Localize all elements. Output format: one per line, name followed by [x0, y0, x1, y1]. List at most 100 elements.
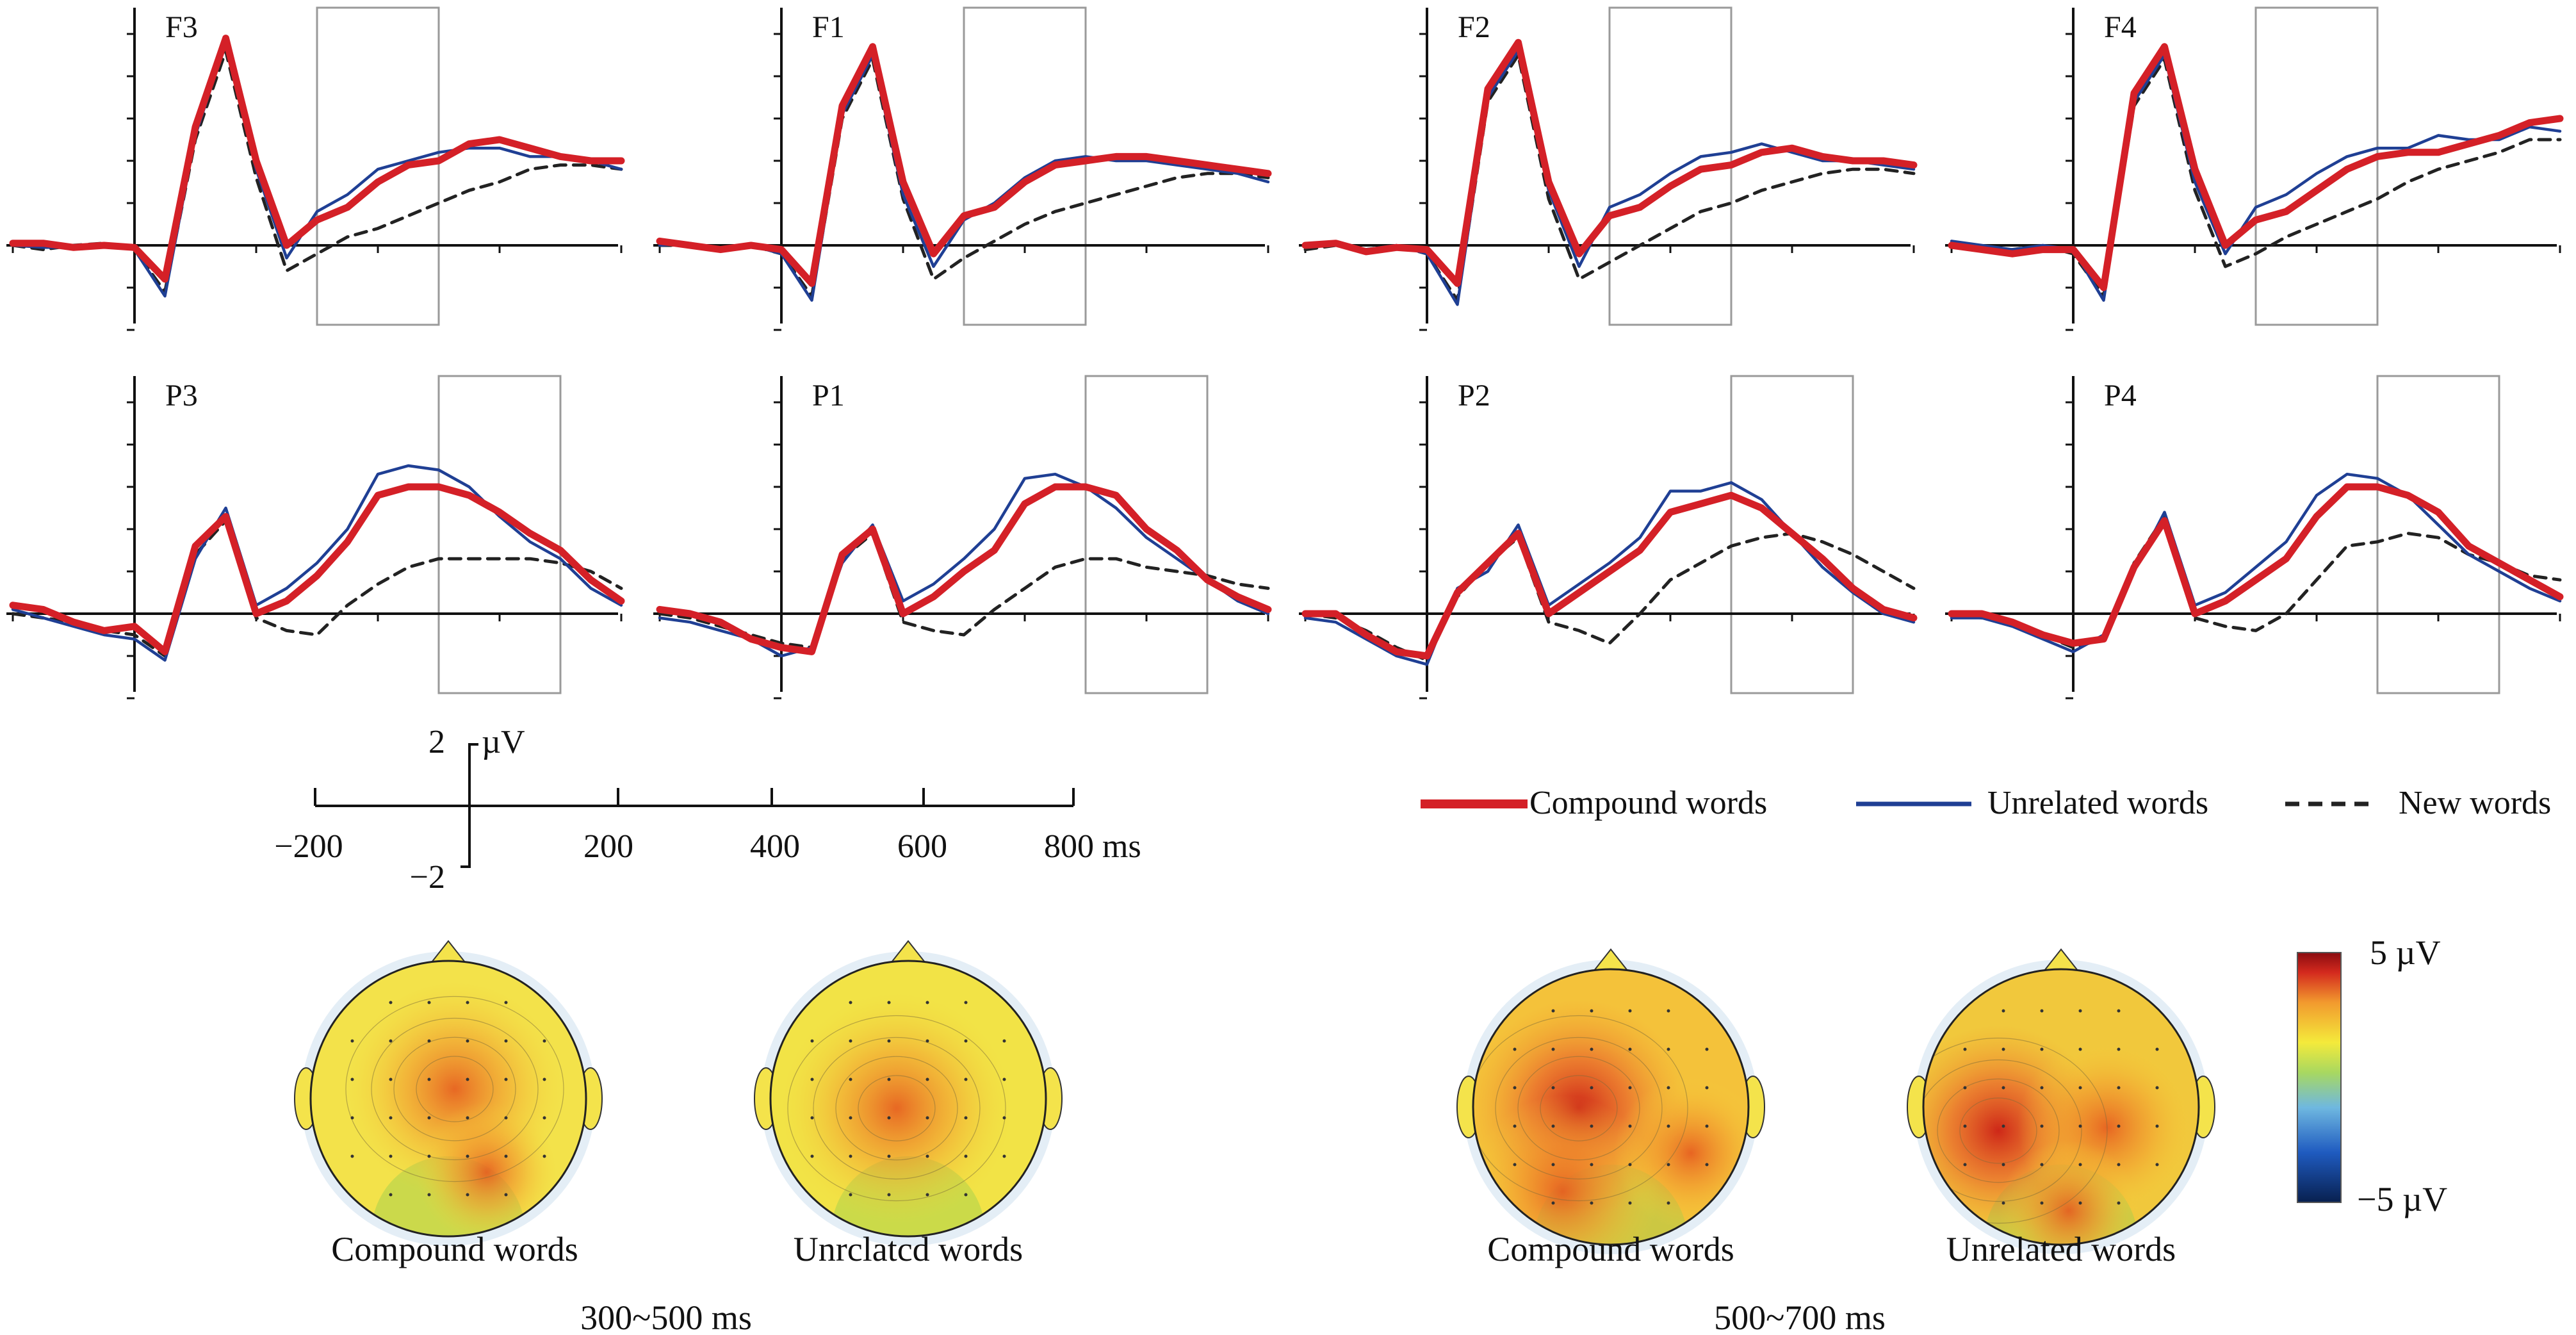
electrode-dot [1705, 1163, 1709, 1167]
electrode-dot [2001, 1163, 2005, 1167]
electrode-dot [810, 1039, 814, 1043]
erp-panel-p4: P4 [1945, 375, 2564, 700]
electrode-dot [466, 1154, 469, 1158]
scale-x-tick-label: 400 [750, 828, 800, 865]
electrode-dot [1705, 1124, 1709, 1128]
panel-label: F2 [1458, 10, 1490, 44]
nose-icon [2044, 948, 2078, 971]
topomap-label: Unrclatcd words [794, 1230, 1023, 1268]
electrode-dot [887, 1039, 891, 1043]
electrode-dot [1705, 1047, 1709, 1051]
legend: Compound words Unrelated words New words [1421, 785, 2551, 821]
topomap-contour [835, 1056, 958, 1161]
electrode-dot [2001, 1009, 2005, 1013]
electrode-dot [2040, 1163, 2044, 1167]
electrode-dot [2117, 1124, 2121, 1128]
electrode-dot [964, 1077, 968, 1081]
scale-x-tick-label: −200 [274, 828, 343, 865]
electrode-dot [1551, 1047, 1555, 1051]
electrode-dot [2001, 1047, 2005, 1051]
topomap-label: Unrelated words [1946, 1230, 2176, 1268]
erp-panel-f1: F1 [653, 6, 1272, 331]
electrode-dot [1002, 1154, 1006, 1158]
electrode-dot [1002, 1039, 1006, 1043]
legend-label-compound: Compound words [1529, 785, 1767, 821]
electrode-dot [2155, 1047, 2159, 1051]
electrode-dot [2040, 1201, 2044, 1205]
series-line-unrelated-words [658, 472, 1270, 658]
electrode-dot [925, 1154, 929, 1158]
electrode-dot [1628, 1009, 1632, 1013]
topomap-contour [1495, 1036, 1663, 1180]
electrode-dot [849, 1077, 852, 1081]
electrode-dot [542, 1077, 546, 1081]
electrode-dot [1590, 1047, 1594, 1051]
electrode-dot [2117, 1201, 2121, 1205]
topomap-outline [1922, 968, 2200, 1246]
time-window-label-early: 300~500 ms [580, 1298, 752, 1335]
erp-panel-f2: F2 [1299, 6, 1918, 331]
electrode-dot [427, 1077, 431, 1081]
electrode-dot [466, 1077, 469, 1081]
electrode-dot [1667, 1163, 1670, 1167]
electrode-dot [1667, 1047, 1670, 1051]
electrode-dot [2040, 1047, 2044, 1051]
topomap-contour [787, 1015, 1006, 1202]
erp-panel-p1: P1 [653, 375, 1272, 700]
panel-label: F1 [812, 10, 845, 44]
topomap-contour [858, 1075, 936, 1142]
electrode-dot [1551, 1201, 1555, 1205]
electrode-dot [2078, 1163, 2082, 1167]
panel-label: P1 [812, 379, 845, 413]
series-line-new-words [1303, 532, 1916, 662]
topomap-contour [813, 1036, 981, 1180]
erp-panel-f3: F3 [6, 6, 625, 331]
electrode-dot [2155, 1163, 2159, 1167]
electrode-dot [389, 1116, 393, 1120]
electrode-dot [810, 1116, 814, 1120]
scale-x-tick-label: 200 [583, 828, 633, 865]
electrode-dot [466, 1039, 469, 1043]
electrode-dot [849, 1193, 852, 1197]
electrode-dot [887, 1154, 891, 1158]
topomap-activity [781, 993, 1012, 1236]
time-window-label-late: 500~700 ms [1714, 1298, 1886, 1335]
electrode-dot [1551, 1009, 1555, 1013]
electrode-dot [1590, 1163, 1594, 1167]
electrode-dot [1963, 1163, 1967, 1167]
nose-icon [1594, 948, 1628, 971]
electrode-dot [2040, 1086, 2044, 1090]
electrode-dot [504, 1116, 508, 1120]
series-line-unrelated-words [1303, 481, 1916, 666]
electrode-dot [1667, 1124, 1670, 1128]
electrode-dot [1590, 1124, 1594, 1128]
electrode-dot [350, 1039, 354, 1043]
panel-label: P4 [2104, 379, 2137, 413]
electrode-dot [1513, 1163, 1517, 1167]
electrode-dot [925, 1077, 929, 1081]
electrode-dot [1590, 1201, 1594, 1205]
electrode-dot [2078, 1009, 2082, 1013]
electrode-dot [389, 1154, 393, 1158]
erp-panel-p3: P3 [6, 375, 625, 700]
electrode-dot [964, 1193, 968, 1197]
electrode-dot [2001, 1201, 2005, 1205]
electrode-dot [1590, 1009, 1594, 1013]
electrode-dot [2117, 1009, 2121, 1013]
panel-label: P3 [165, 379, 198, 413]
topomap-contour [1473, 1015, 1688, 1202]
electrode-dot [849, 1039, 852, 1043]
electrode-dot [2155, 1124, 2159, 1128]
time-window-box [1084, 375, 1209, 694]
series-line-compound-words [656, 43, 1272, 287]
topomap-2 [754, 940, 1063, 1246]
electrode-dot [542, 1154, 546, 1158]
scale-y-unit-label: µV [482, 724, 525, 760]
colorbar [2297, 952, 2342, 1203]
electrode-dot [1628, 1124, 1632, 1128]
scale-x-tick-label: 600 [897, 828, 947, 865]
panel-label: F4 [2104, 10, 2137, 44]
series-line-new-words [658, 532, 1270, 650]
topomap-hotspot [1998, 1140, 2139, 1245]
electrode-dot [2078, 1086, 2082, 1090]
